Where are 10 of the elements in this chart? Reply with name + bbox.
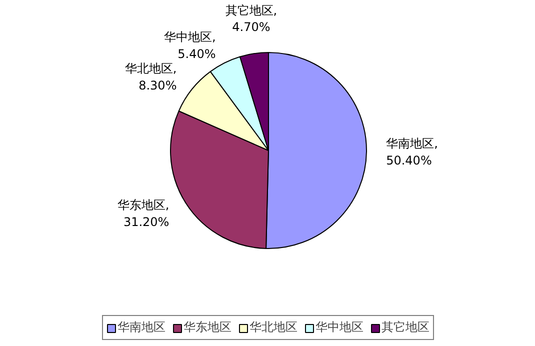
legend-label: 华东地区 <box>184 319 232 336</box>
data-label: 华北地区, 8.30% <box>124 62 177 92</box>
data-label: 华东地区, 31.20% <box>117 198 170 229</box>
legend-label: 华中地区 <box>316 319 364 336</box>
legend-label: 华北地区 <box>250 319 298 336</box>
data-label: 华中地区, 5.40% <box>164 30 216 61</box>
data-label: 其它地区, 4.70% <box>225 3 278 34</box>
legend-label: 其它地区 <box>382 319 430 336</box>
data-label: 华南地区, 50.40% <box>386 136 438 168</box>
legend-label: 华南地区 <box>118 319 166 336</box>
